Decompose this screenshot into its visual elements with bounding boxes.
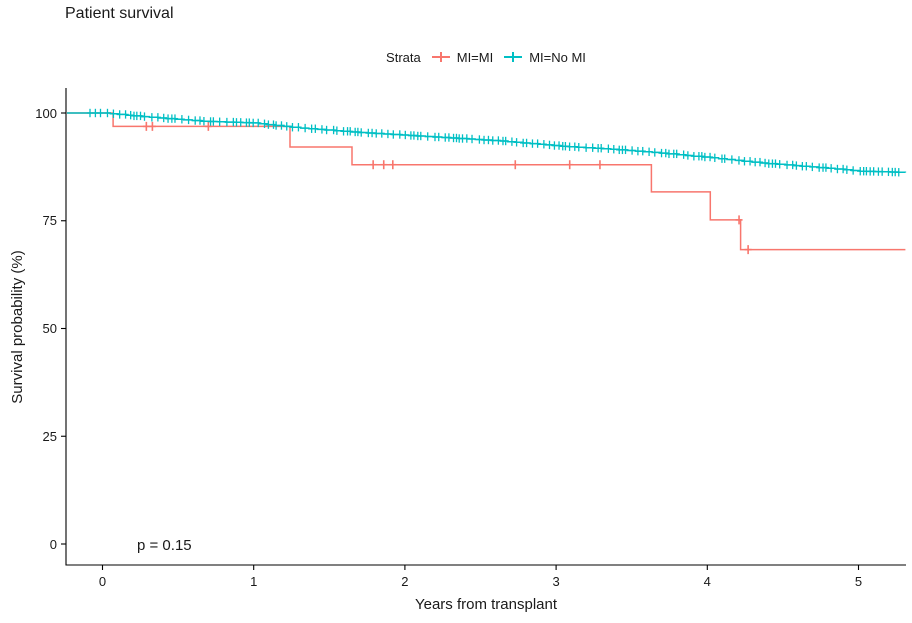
x-tick-label: 3 [552,574,560,589]
x-tick-label: 2 [401,574,409,589]
y-tick-label: 75 [42,213,57,229]
legend-label-mi: MI=MI [456,49,494,65]
p-value-annotation: p = 0.15 [137,537,192,554]
chart-title: Patient survival [65,5,174,22]
legend-label-no-mi: MI=No MI [529,49,586,65]
legend-title: Strata [386,49,421,65]
survival-curve-mi-mi [67,112,906,251]
legend-key-plus-icon [504,52,523,62]
legend-key-plus-icon [431,52,450,62]
y-tick-label: 0 [49,536,57,552]
legend-item-mi: MI=MI [430,50,493,65]
y-tick-label: 25 [42,428,57,444]
x-tick-label: 5 [854,574,863,589]
x-axis-title: Years from transplant [414,596,558,613]
legend: Strata MI=MI MI=No MI [66,46,906,68]
y-tick-label: 100 [35,105,57,121]
x-tick-label: 0 [98,574,107,589]
legend-item-no-mi: MI=No MI [502,50,586,65]
x-tick-label: 4 [703,574,711,589]
y-tick-label: 50 [42,321,57,336]
x-tick-label: 1 [250,574,258,589]
